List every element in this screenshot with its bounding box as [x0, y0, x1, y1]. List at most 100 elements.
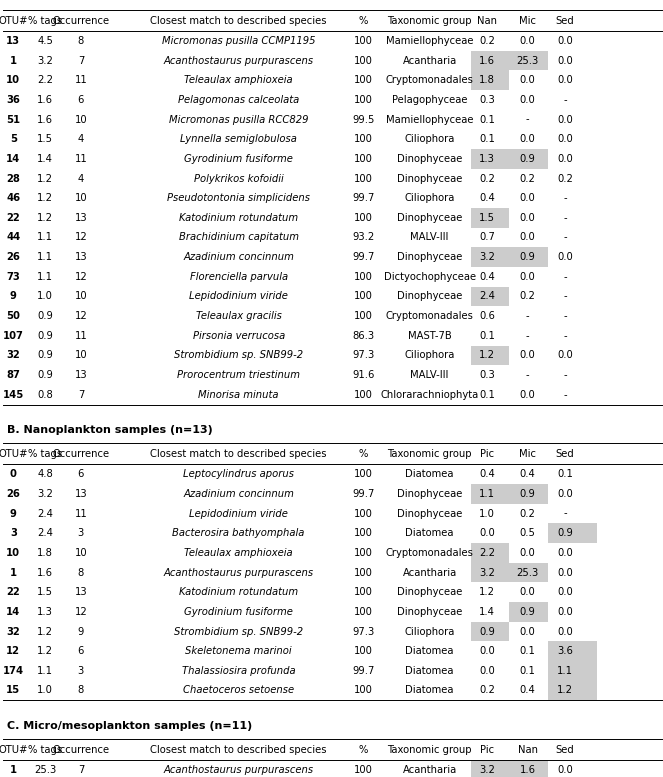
Bar: [548, 661, 597, 681]
Text: -: -: [563, 370, 567, 380]
Text: 0.0: 0.0: [557, 114, 573, 124]
Text: 0.0: 0.0: [557, 75, 573, 85]
Text: Micromonas pusilla CCMP1195: Micromonas pusilla CCMP1195: [162, 36, 316, 46]
Text: Cryptomonadales: Cryptomonadales: [386, 75, 473, 85]
Text: -: -: [526, 331, 530, 341]
Text: 32: 32: [7, 350, 20, 361]
Text: Dinophyceae: Dinophyceae: [397, 173, 462, 183]
Text: 2.4: 2.4: [37, 509, 53, 518]
Text: 12: 12: [6, 646, 21, 656]
Text: 100: 100: [354, 75, 373, 85]
Text: 0.9: 0.9: [37, 311, 53, 321]
Text: 0.0: 0.0: [520, 134, 536, 145]
Text: Mamiellophyceae: Mamiellophyceae: [386, 114, 473, 124]
Text: 2.2: 2.2: [37, 75, 53, 85]
Text: MALV-III: MALV-III: [410, 370, 449, 380]
Text: Dinophyceae: Dinophyceae: [397, 213, 462, 223]
Bar: [548, 681, 597, 700]
Text: 0.0: 0.0: [557, 253, 573, 262]
Text: 100: 100: [354, 173, 373, 183]
Text: 0.0: 0.0: [557, 134, 573, 145]
Text: 0.0: 0.0: [520, 390, 536, 399]
Text: Nan: Nan: [518, 745, 538, 755]
Text: Occurrence: Occurrence: [52, 16, 109, 26]
Text: 12: 12: [74, 311, 88, 321]
Text: 0.1: 0.1: [479, 331, 495, 341]
Bar: [548, 641, 597, 661]
Text: 1.2: 1.2: [479, 587, 495, 598]
Text: 1.2: 1.2: [37, 646, 53, 656]
Text: 13: 13: [74, 587, 88, 598]
Text: 0.0: 0.0: [520, 350, 536, 361]
Text: 97.3: 97.3: [352, 626, 375, 636]
Text: 1.1: 1.1: [37, 232, 53, 242]
Text: 10: 10: [74, 291, 88, 301]
Text: Chlorarachniophyta: Chlorarachniophyta: [381, 390, 479, 399]
Text: 2.4: 2.4: [37, 528, 53, 538]
Text: 1.2: 1.2: [479, 350, 495, 361]
Text: 0.9: 0.9: [479, 626, 495, 636]
Bar: [471, 346, 509, 365]
Text: 0.0: 0.0: [520, 36, 536, 46]
Text: Taxonomic group: Taxonomic group: [387, 745, 472, 755]
Text: 100: 100: [354, 272, 373, 282]
Text: 86.3: 86.3: [352, 331, 375, 341]
Text: 1: 1: [10, 765, 17, 775]
Text: 99.5: 99.5: [352, 114, 375, 124]
Text: 1.2: 1.2: [37, 213, 53, 223]
Text: 0.4: 0.4: [479, 193, 495, 203]
Text: Closest match to described species: Closest match to described species: [151, 16, 327, 26]
Text: Diatomea: Diatomea: [405, 666, 454, 676]
Text: -: -: [563, 331, 567, 341]
Text: 10: 10: [6, 548, 21, 558]
Text: Cryptomonadales: Cryptomonadales: [386, 548, 473, 558]
Text: Pic: Pic: [480, 449, 495, 459]
Text: 25.3: 25.3: [34, 765, 56, 775]
Text: 0.0: 0.0: [479, 666, 495, 676]
Text: 9: 9: [10, 291, 17, 301]
Bar: [509, 563, 548, 582]
Bar: [471, 563, 509, 582]
Text: 2.2: 2.2: [479, 548, 495, 558]
Text: -: -: [563, 272, 567, 282]
Text: Gyrodinium fusiforme: Gyrodinium fusiforme: [184, 607, 293, 617]
Text: 0.2: 0.2: [479, 173, 495, 183]
Text: Acanthostaurus purpurascens: Acanthostaurus purpurascens: [164, 567, 314, 577]
Text: 5: 5: [10, 134, 17, 145]
Text: 1.2: 1.2: [37, 626, 53, 636]
Bar: [509, 51, 548, 71]
Text: 100: 100: [354, 685, 373, 695]
Text: Closest match to described species: Closest match to described species: [151, 745, 327, 755]
Text: 3.2: 3.2: [479, 765, 495, 775]
Text: 73: 73: [7, 272, 20, 282]
Text: OTU#: OTU#: [0, 745, 28, 755]
Text: Strombidium sp. SNB99-2: Strombidium sp. SNB99-2: [174, 626, 303, 636]
Text: 25.3: 25.3: [516, 56, 539, 65]
Text: 1.5: 1.5: [479, 213, 495, 223]
Text: 0.0: 0.0: [520, 213, 536, 223]
Bar: [471, 543, 509, 563]
Text: Chaetoceros setoense: Chaetoceros setoense: [183, 685, 294, 695]
Text: 1.2: 1.2: [37, 193, 53, 203]
Text: 1.0: 1.0: [37, 685, 53, 695]
Text: 12: 12: [74, 272, 88, 282]
Bar: [509, 602, 548, 622]
Text: 0.0: 0.0: [557, 350, 573, 361]
Text: 1.6: 1.6: [479, 56, 495, 65]
Text: Sed: Sed: [556, 16, 574, 26]
Text: C. Micro/mesoplankton samples (n=11): C. Micro/mesoplankton samples (n=11): [7, 720, 252, 730]
Text: 0.0: 0.0: [557, 56, 573, 65]
Text: 0.0: 0.0: [520, 626, 536, 636]
Text: 107: 107: [3, 331, 24, 341]
Text: Closest match to described species: Closest match to described species: [151, 449, 327, 459]
Text: 1.1: 1.1: [479, 489, 495, 499]
Text: Mamiellophyceae: Mamiellophyceae: [386, 36, 473, 46]
Text: 7: 7: [78, 56, 84, 65]
Text: -: -: [563, 193, 567, 203]
Text: 0.6: 0.6: [479, 311, 495, 321]
Text: 0.0: 0.0: [557, 626, 573, 636]
Text: Lepidodinium viride: Lepidodinium viride: [189, 291, 288, 301]
Text: 14: 14: [6, 607, 21, 617]
Text: 0.0: 0.0: [520, 548, 536, 558]
Text: Diatomea: Diatomea: [405, 528, 454, 538]
